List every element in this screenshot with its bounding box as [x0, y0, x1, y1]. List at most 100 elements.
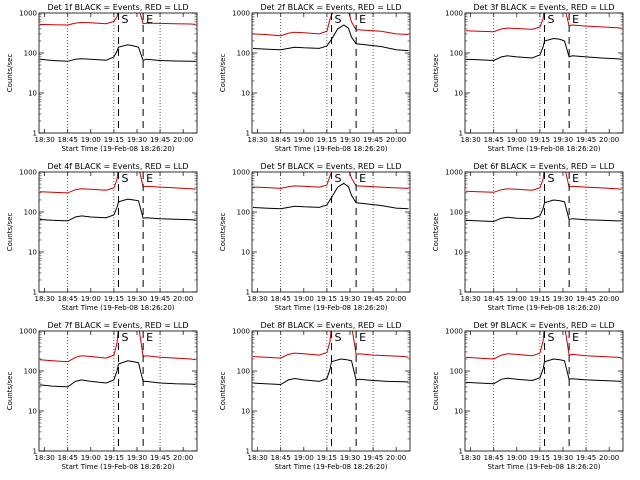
x-tick-label: 19:45 [150, 454, 170, 462]
x-tick-label: 20:00 [599, 454, 619, 462]
y-tick-label: 1000 [445, 328, 463, 336]
panel-title: Det 7f BLACK = Events, RED = LLD [47, 321, 188, 330]
y-tick-label: 10 [28, 249, 37, 257]
plot-frame [464, 12, 624, 134]
y-tick-label: 1 [33, 130, 37, 138]
y-tick-label: 1000 [445, 169, 463, 177]
panel-title: Det 8f BLACK = Events, RED = LLD [260, 321, 401, 330]
x-tick-label: 18:30 [35, 136, 55, 144]
x-tick-label: 19:45 [150, 136, 170, 144]
x-tick-label: 19:45 [363, 136, 383, 144]
y-tick-label: 1000 [232, 10, 250, 18]
series-lld [39, 172, 196, 194]
plot-frame [251, 171, 411, 293]
y-tick-label: 100 [237, 50, 250, 58]
marker-label-e: E [146, 172, 153, 185]
y-tick-label: 10 [454, 90, 463, 98]
x-tick-label: 19:30 [127, 136, 147, 144]
series-lld [39, 331, 196, 363]
marker-label-e: E [359, 13, 366, 26]
marker-label-e: E [572, 331, 579, 344]
x-tick-label: 19:00 [81, 454, 101, 462]
y-tick-label: 1000 [232, 328, 250, 336]
x-tick-label: 19:30 [553, 295, 573, 303]
panel-title: Det 4f BLACK = Events, RED = LLD [47, 162, 188, 171]
panel-title: Det 2f BLACK = Events, RED = LLD [260, 3, 401, 12]
y-axis-label: Counts/sec [219, 54, 227, 93]
x-tick-label: 19:30 [553, 454, 573, 462]
series-lld [252, 331, 409, 359]
x-tick-label: 20:00 [173, 454, 193, 462]
x-tick-label: 18:30 [461, 295, 481, 303]
x-tick-label: 19:45 [363, 454, 383, 462]
plot-frame [38, 12, 198, 134]
marker-label-s: S [548, 331, 555, 344]
y-tick-label: 1000 [232, 169, 250, 177]
x-tick-label: 18:30 [35, 454, 55, 462]
x-axis-label: Start Time (19-Feb-08 18:26:20) [487, 304, 600, 312]
x-tick-label: 19:00 [81, 136, 101, 144]
x-tick-label: 19:15 [530, 136, 550, 144]
panel-title: Det 1f BLACK = Events, RED = LLD [47, 3, 188, 12]
y-tick-label: 10 [454, 408, 463, 416]
plot-frame [251, 12, 411, 134]
y-tick-label: 1 [33, 289, 37, 297]
x-tick-label: 19:45 [363, 295, 383, 303]
x-tick-label: 18:45 [58, 295, 78, 303]
series-events [465, 37, 622, 62]
marker-label-s: S [122, 13, 129, 26]
series-events [465, 358, 622, 385]
y-tick-label: 1 [246, 130, 250, 138]
x-tick-label: 18:45 [484, 295, 504, 303]
x-tick-label: 18:30 [248, 454, 268, 462]
x-tick-label: 19:45 [576, 295, 596, 303]
plot-frame [38, 171, 198, 293]
x-tick-label: 20:00 [386, 136, 406, 144]
x-axis-label: Start Time (19-Feb-08 18:26:20) [61, 304, 174, 312]
x-axis-label: Start Time (19-Feb-08 18:26:20) [487, 463, 600, 471]
marker-label-e: E [359, 331, 366, 344]
y-tick-label: 10 [28, 90, 37, 98]
x-tick-label: 19:15 [104, 454, 124, 462]
y-tick-label: 10 [28, 408, 37, 416]
panel-det-1: Det 1f BLACK = Events, RED = LLD Counts/s… [6, 3, 198, 153]
panel-det-4: Det 4f BLACK = Events, RED = LLD Counts/s… [6, 162, 198, 312]
x-axis-label: Start Time (19-Feb-08 18:26:20) [61, 145, 174, 153]
x-tick-label: 19:15 [530, 295, 550, 303]
y-tick-label: 10 [241, 408, 250, 416]
x-tick-label: 19:00 [294, 295, 314, 303]
y-tick-label: 100 [450, 209, 463, 217]
x-tick-label: 19:30 [553, 136, 573, 144]
x-tick-label: 18:45 [271, 136, 291, 144]
x-tick-label: 19:45 [576, 454, 596, 462]
y-axis-label: Counts/sec [432, 213, 440, 252]
series-lld [252, 13, 409, 37]
x-tick-label: 19:00 [81, 295, 101, 303]
y-axis-label: Counts/sec [219, 372, 227, 411]
marker-label-e: E [572, 172, 579, 185]
panel-det-2: Det 2f BLACK = Events, RED = LLD Counts/s… [219, 3, 411, 153]
y-tick-label: 100 [450, 368, 463, 376]
x-tick-label: 19:30 [127, 454, 147, 462]
marker-label-e: E [146, 13, 153, 26]
y-tick-label: 100 [24, 209, 37, 217]
x-tick-label: 20:00 [173, 295, 193, 303]
y-axis-label: Counts/sec [432, 372, 440, 411]
y-tick-label: 1000 [19, 169, 37, 177]
x-tick-label: 19:30 [340, 454, 360, 462]
marker-label-s: S [335, 331, 342, 344]
panel-det-5: Det 5f BLACK = Events, RED = LLD Counts/s… [219, 162, 411, 312]
plot-frame [464, 171, 624, 293]
x-tick-label: 19:15 [104, 295, 124, 303]
panel-det-7: Det 7f BLACK = Events, RED = LLD Counts/s… [6, 321, 198, 471]
y-tick-label: 1000 [445, 10, 463, 18]
x-tick-label: 19:00 [294, 454, 314, 462]
plot-frame [38, 330, 198, 452]
series-lld [39, 13, 196, 26]
marker-label-s: S [122, 172, 129, 185]
series-events [252, 182, 409, 210]
x-tick-label: 19:00 [507, 454, 527, 462]
y-tick-label: 1000 [19, 328, 37, 336]
x-tick-label: 19:15 [317, 136, 337, 144]
